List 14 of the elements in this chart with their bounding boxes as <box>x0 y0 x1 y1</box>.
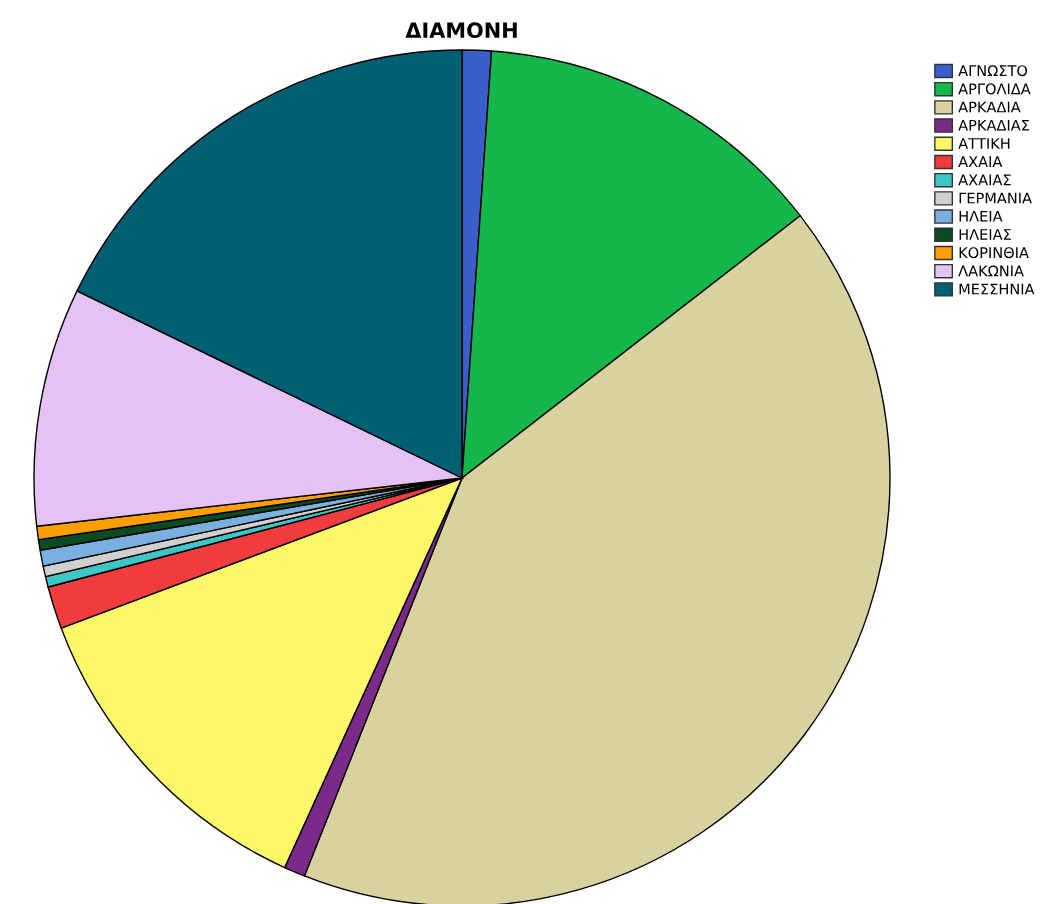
legend-label: ΑΡΚΑΔΙΑΣ <box>958 119 1029 131</box>
legend-label: ΗΛΕΙΑΣ <box>959 229 1011 240</box>
legend-label: ΑΡΚΑΔΙΑ <box>958 101 1021 113</box>
legend-label: ΑΡΓΟΛΙΔΑ <box>958 83 1031 95</box>
legend-label: ΚΟΡΙΝΘΙΑ <box>959 247 1029 259</box>
legend-label: ΓΕΡΜΑΝΙΑ <box>959 192 1032 204</box>
legend-label: ΛΑΚΩΝΙΑ <box>958 265 1024 277</box>
legend-label: ΑΧΑΙΑ <box>958 156 1003 167</box>
legend-label: ΑΧΑΙΑΣ <box>958 174 1011 186</box>
legend-label: ΜΕΣΣΗΝΙΑ <box>959 283 1035 295</box>
legend-label: ΗΛΕΙΑ <box>959 210 1003 222</box>
legend-label: ΑΓΝΩΣΤΟ <box>958 65 1028 77</box>
chart-title: ΔΙΑΜΟΝΗ <box>405 22 517 39</box>
legend-label: ΑΤΤΙΚΗ <box>958 138 1010 149</box>
